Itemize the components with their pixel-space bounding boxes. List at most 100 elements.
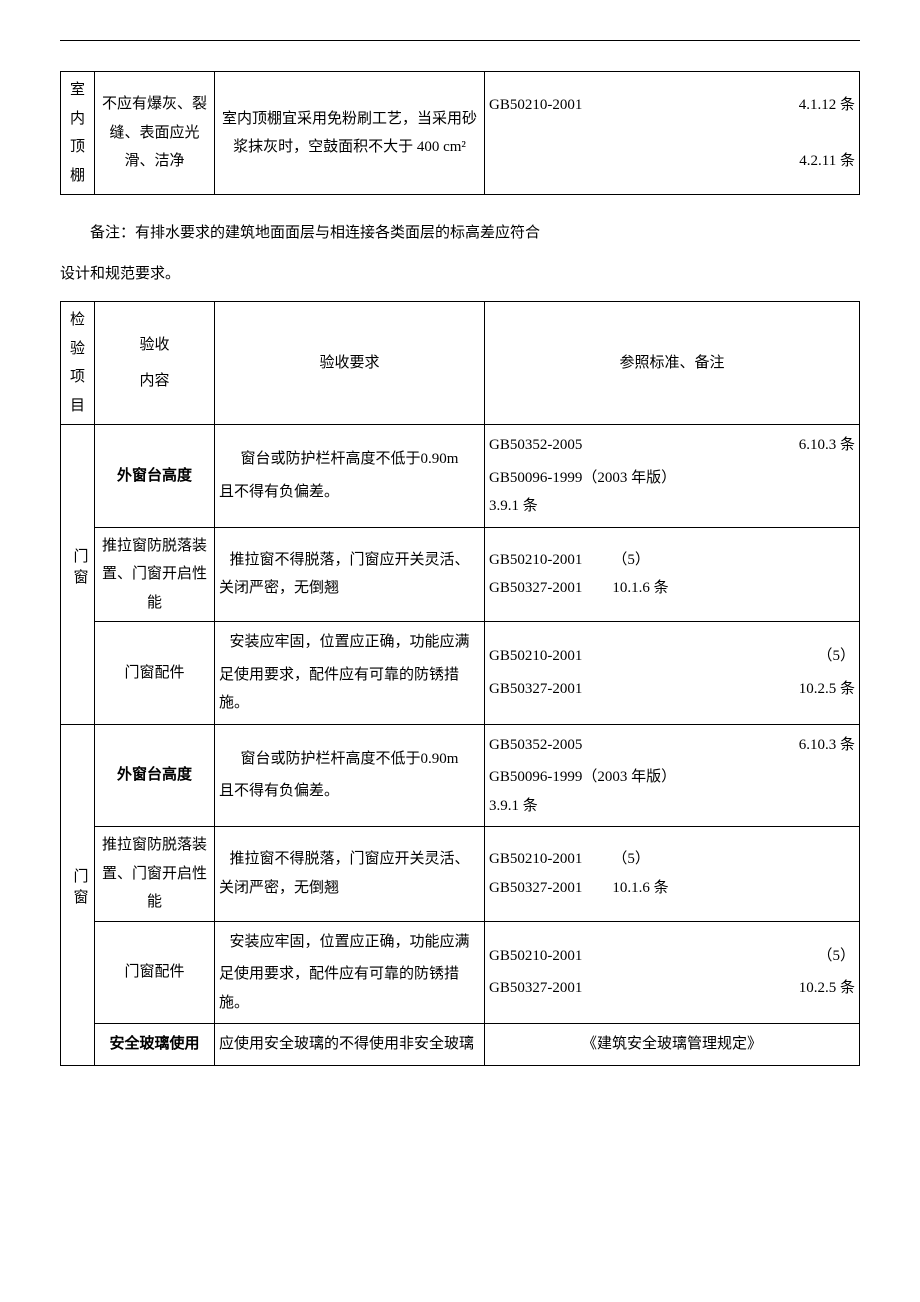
std-clause: （5） — [817, 942, 855, 971]
std-line: GB50327-2001 10.2.5 条 — [489, 675, 855, 704]
std-clause: （5） — [612, 851, 650, 867]
std-clause: 10.1.6 条 — [612, 580, 668, 596]
req-line: 窗台或防护栏杆高度不低于0.90m — [219, 745, 480, 774]
std-clause: 6.10.3 条 — [799, 731, 855, 760]
std-code: GB50327-2001 — [489, 580, 582, 596]
std-clause: 3.9.1 条 — [489, 498, 538, 514]
header-text: 验收要求 — [319, 355, 379, 371]
std-line: GB50210-2001 4.1.12 条 — [489, 91, 855, 120]
item-text: 安全玻璃使用 — [109, 1036, 199, 1052]
std-clause: 10.2.5 条 — [799, 675, 855, 704]
cell-item: 不应有爆灰、裂缝、表面应光滑、洁净 — [95, 72, 215, 195]
std-clause: 4.1.12 条 — [799, 91, 855, 120]
cell-standard: GB50352-2005 6.10.3 条 GB50096-1999（2003 … — [485, 724, 860, 827]
table-header-row: 检验项目 验收 内容 验收要求 参照标准、备注 — [61, 302, 860, 425]
std-line: GB50352-2005 6.10.3 条 — [489, 731, 855, 760]
cell-requirement: 安装应牢固，位置应正确，功能应满 足使用要求，配件应有可靠的防锈措施。 — [215, 921, 485, 1024]
cell-standard: GB50210-2001 4.1.12 条 4.2.11 条 — [485, 72, 860, 195]
category-text: 室内顶棚 — [70, 82, 85, 184]
std-line: GB50327-2001 10.1.6 条 — [489, 874, 855, 903]
cell-requirement: 推拉窗不得脱落，门窗应开关灵活、 关闭严密，无倒翘 — [215, 527, 485, 622]
cell-category: 室内顶棚 — [61, 72, 95, 195]
cell-item: 安全玻璃使用 — [95, 1024, 215, 1066]
table-row: 门窗 外窗台高度 窗台或防护栏杆高度不低于0.90m 且不得有负偏差。 GB50… — [61, 425, 860, 528]
std-line: GB50210-2001 （5） — [489, 845, 855, 874]
cell-standard: GB50210-2001 （5） GB50327-2001 10.1.6 条 — [485, 527, 860, 622]
cell-requirement: 安装应牢固，位置应正确，功能应满 足使用要求，配件应有可靠的防锈措施。 — [215, 622, 485, 725]
req-line: 推拉窗不得脱落，门窗应开关灵活、 — [219, 845, 480, 874]
std-code: 《建筑安全玻璃管理规定》 — [582, 1036, 762, 1052]
item-text: 推拉窗防脱落装置、门窗开启性能 — [102, 538, 207, 611]
std-clause: 4.2.11 条 — [799, 153, 855, 169]
req-line: 窗台或防护栏杆高度不低于0.90m — [219, 445, 480, 474]
std-code: GB50327-2001 — [489, 675, 582, 704]
req-line: 且不得有负偏差。 — [219, 777, 480, 806]
std-line: GB50210-2001 （5） — [489, 642, 855, 671]
cell-standard: GB50352-2005 6.10.3 条 GB50096-1999（2003 … — [485, 425, 860, 528]
spacer — [99, 359, 210, 367]
std-code: GB50096-1999（2003 年版） — [489, 470, 676, 486]
item-text: 门窗配件 — [124, 665, 184, 681]
item-text: 门窗配件 — [124, 964, 184, 980]
std-code: GB50210-2001 — [489, 91, 582, 120]
std-code: GB50327-2001 — [489, 880, 582, 896]
cell-standard: GB50210-2001 （5） GB50327-2001 10.2.5 条 — [485, 622, 860, 725]
header-requirement: 验收要求 — [215, 302, 485, 425]
std-line: GB50096-1999（2003 年版） — [489, 763, 855, 792]
header-text: 检验项目 — [70, 312, 85, 414]
requirement-text: 室内顶棚宜采用免粉刷工艺，当采用砂浆抹灰时，空鼓面积不大于 400 cm² — [222, 111, 477, 156]
std-line: GB50210-2001 （5） — [489, 546, 855, 575]
req-line: 且不得有负偏差。 — [219, 478, 480, 507]
cell-requirement: 窗台或防护栏杆高度不低于0.90m 且不得有负偏差。 — [215, 724, 485, 827]
cell-item: 推拉窗防脱落装置、门窗开启性能 — [95, 527, 215, 622]
std-clause: 10.2.5 条 — [799, 974, 855, 1003]
note-line-2: 设计和规范要求。 — [60, 258, 860, 291]
table-row: 门窗配件 安装应牢固，位置应正确，功能应满 足使用要求，配件应有可靠的防锈措施。… — [61, 921, 860, 1024]
std-clause: 3.9.1 条 — [489, 798, 538, 814]
std-code: GB50210-2001 — [489, 552, 582, 568]
cell-category: 门窗 — [61, 425, 95, 725]
cell-category: 门窗 — [61, 724, 95, 1065]
req-line: 关闭严密，无倒翘 — [219, 874, 480, 903]
std-clause: （5） — [612, 552, 650, 568]
header-text-l1: 验收 — [99, 331, 210, 360]
header-category: 检验项目 — [61, 302, 95, 425]
category-text: 门窗 — [65, 548, 94, 590]
std-line: GB50352-2005 6.10.3 条 — [489, 431, 855, 460]
note-line-1: 备注：有排水要求的建筑地面面层与相连接各类面层的标高差应符合 — [60, 217, 860, 250]
std-code: GB50210-2001 — [489, 851, 582, 867]
cell-item: 推拉窗防脱落装置、门窗开启性能 — [95, 827, 215, 922]
std-code: GB50210-2001 — [489, 642, 582, 671]
req-line: 应使用安全玻璃的不得使用非安全玻璃 — [219, 1036, 474, 1052]
req-line: 足使用要求，配件应有可靠的防锈措施。 — [219, 960, 480, 1017]
cell-requirement: 推拉窗不得脱落，门窗应开关灵活、 关闭严密，无倒翘 — [215, 827, 485, 922]
header-item: 验收 内容 — [95, 302, 215, 425]
cell-requirement: 应使用安全玻璃的不得使用非安全玻璃 — [215, 1024, 485, 1066]
std-code: GB50352-2005 — [489, 731, 582, 760]
page-top-divider — [60, 40, 860, 41]
header-standard: 参照标准、备注 — [485, 302, 860, 425]
spacer — [489, 119, 855, 147]
item-text: 外窗台高度 — [117, 468, 192, 484]
table-row: 推拉窗防脱落装置、门窗开启性能 推拉窗不得脱落，门窗应开关灵活、 关闭严密，无倒… — [61, 527, 860, 622]
cell-standard: GB50210-2001 （5） GB50327-2001 10.1.6 条 — [485, 827, 860, 922]
cell-item: 门窗配件 — [95, 921, 215, 1024]
std-clause: 6.10.3 条 — [799, 431, 855, 460]
table-row: 推拉窗防脱落装置、门窗开启性能 推拉窗不得脱落，门窗应开关灵活、 关闭严密，无倒… — [61, 827, 860, 922]
std-code: GB50352-2005 — [489, 431, 582, 460]
header-text: 参照标准、备注 — [619, 355, 724, 371]
cell-item: 外窗台高度 — [95, 425, 215, 528]
cell-requirement: 室内顶棚宜采用免粉刷工艺，当采用砂浆抹灰时，空鼓面积不大于 400 cm² — [215, 72, 485, 195]
req-line: 推拉窗不得脱落，门窗应开关灵活、 — [219, 546, 480, 575]
std-line: GB50210-2001 （5） — [489, 942, 855, 971]
table-row: 门窗配件 安装应牢固，位置应正确，功能应满 足使用要求，配件应有可靠的防锈措施。… — [61, 622, 860, 725]
cell-standard: GB50210-2001 （5） GB50327-2001 10.2.5 条 — [485, 921, 860, 1024]
table-row: 室内顶棚 不应有爆灰、裂缝、表面应光滑、洁净 室内顶棚宜采用免粉刷工艺，当采用砂… — [61, 72, 860, 195]
std-clause: 10.1.6 条 — [612, 880, 668, 896]
cell-requirement: 窗台或防护栏杆高度不低于0.90m 且不得有负偏差。 — [215, 425, 485, 528]
std-code: GB50327-2001 — [489, 974, 582, 1003]
header-text-l2: 内容 — [99, 367, 210, 396]
table-main: 检验项目 验收 内容 验收要求 参照标准、备注 门窗 外窗台高度 窗台或防护栏杆… — [60, 301, 860, 1066]
std-line: GB50096-1999（2003 年版） — [489, 464, 855, 493]
std-line: 3.9.1 条 — [489, 792, 855, 821]
